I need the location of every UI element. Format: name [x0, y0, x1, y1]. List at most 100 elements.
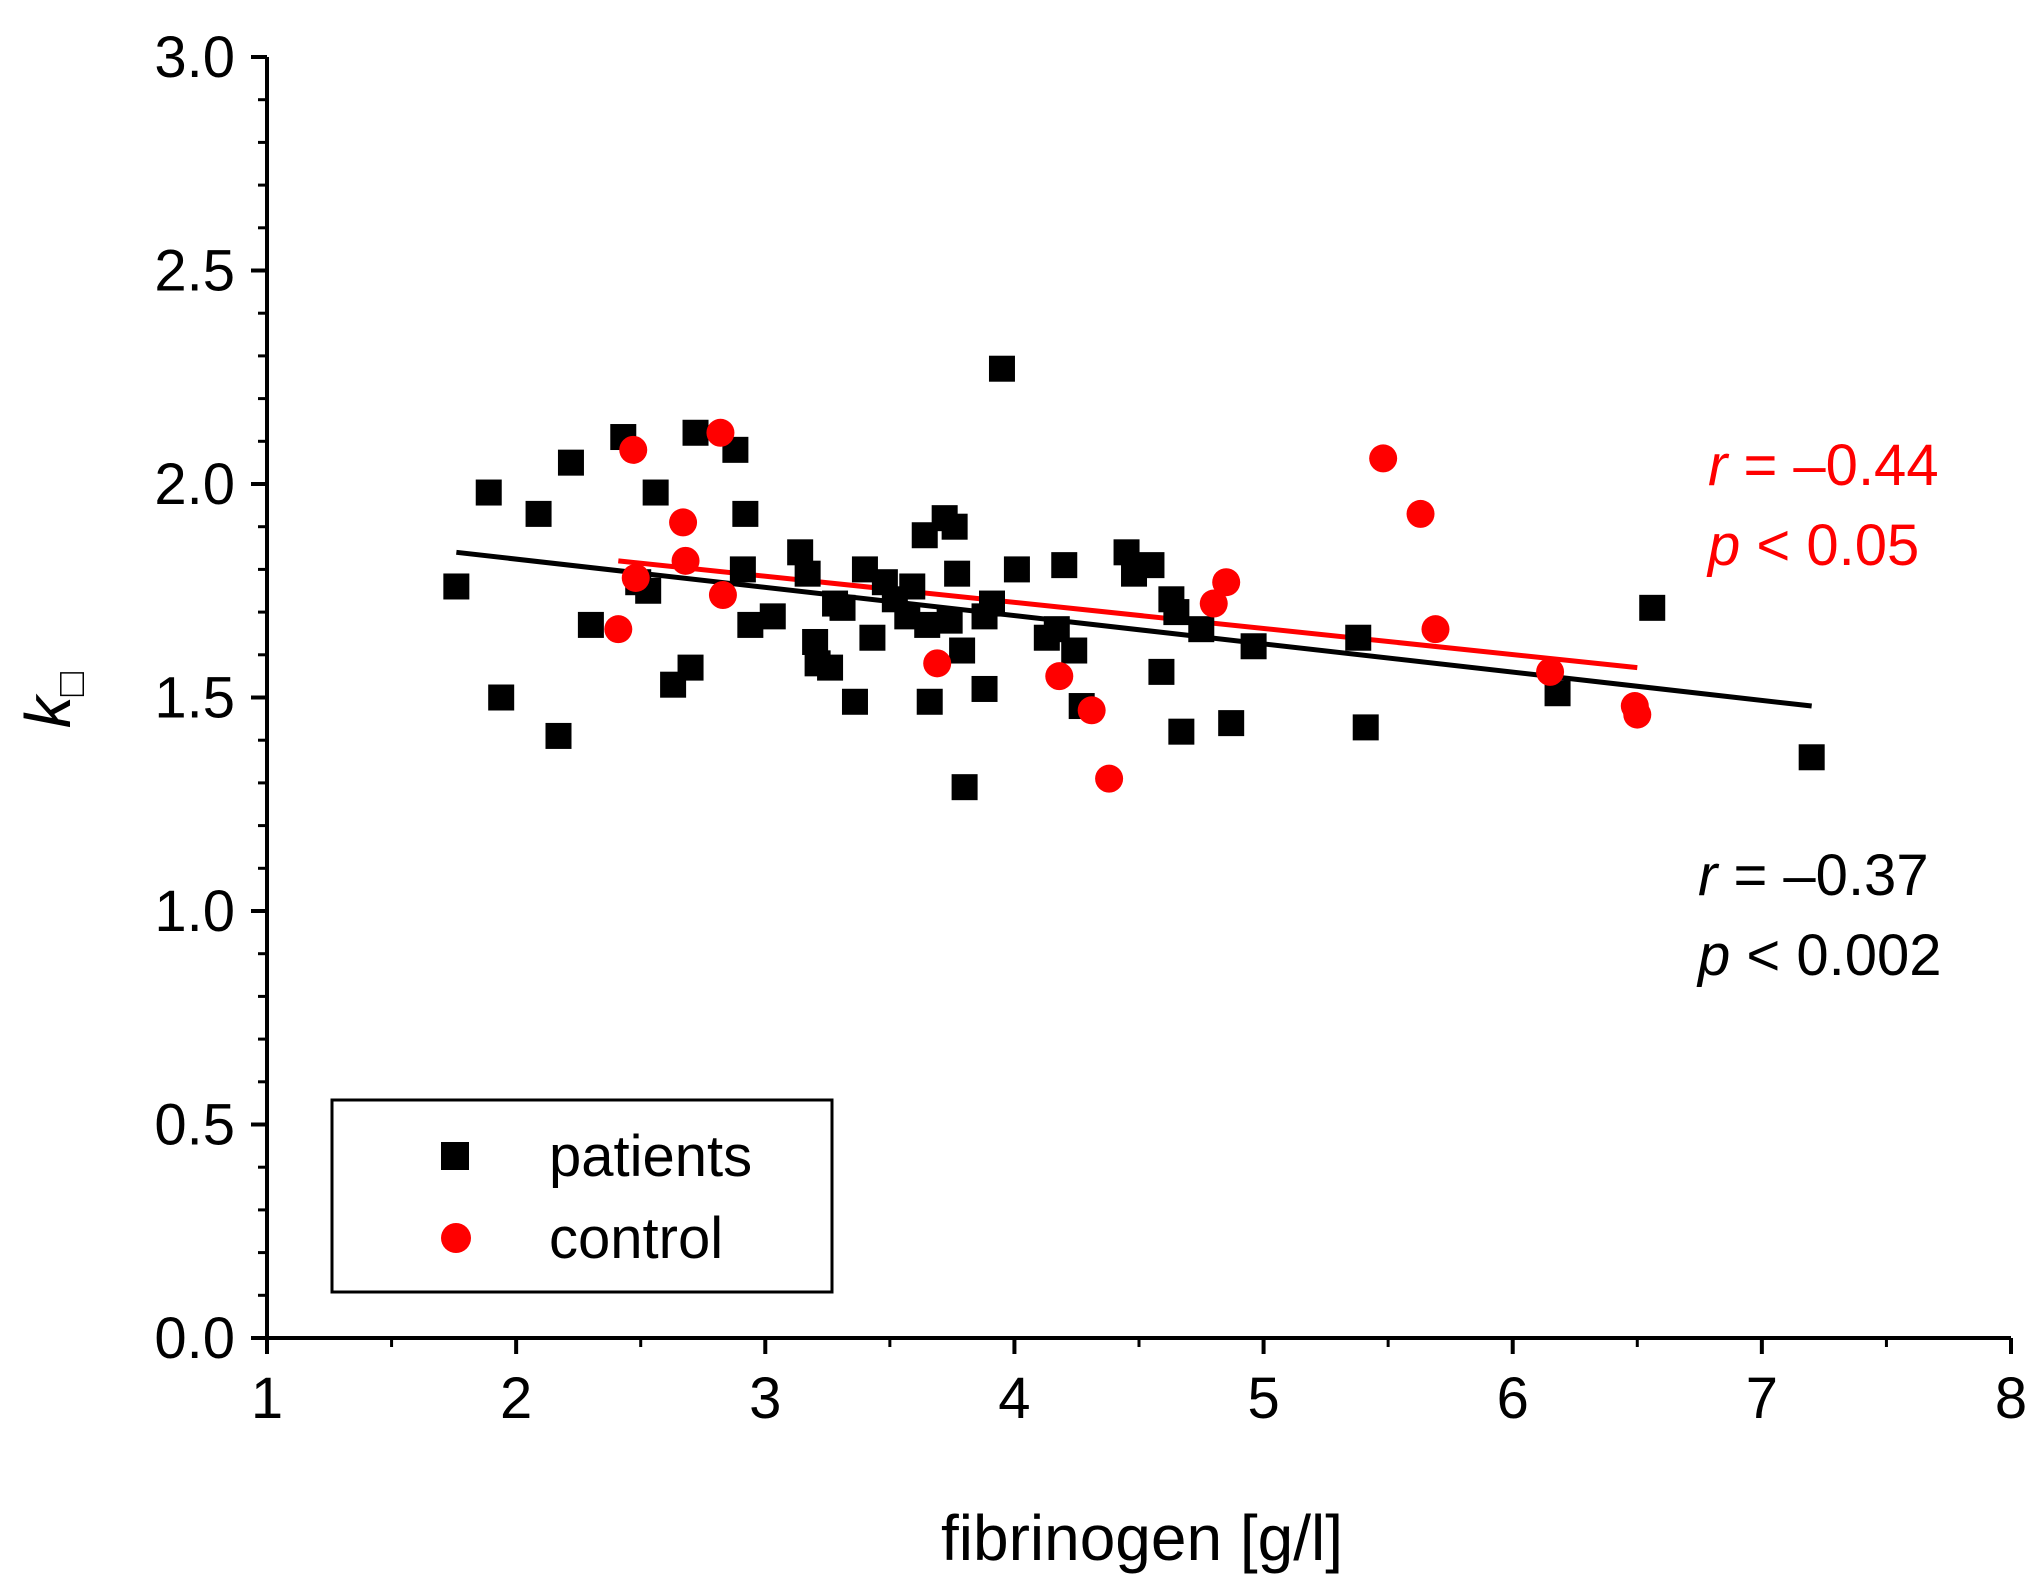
- control-point: [1045, 662, 1074, 691]
- legend-marker-patients: [441, 1142, 469, 1170]
- patients-point: [1798, 744, 1825, 771]
- patients-point: [488, 684, 515, 711]
- y-axis-title-subscript: □: [49, 672, 93, 696]
- y-tick-label: 1.0: [154, 879, 235, 944]
- legend: patients control: [330, 1098, 834, 1294]
- fit-lines: [456, 549, 1812, 709]
- control-point: [621, 563, 650, 592]
- patients-point: [1188, 616, 1215, 643]
- x-tick-label: 8: [1995, 1366, 2027, 1431]
- data-points: [443, 355, 1825, 801]
- control-point: [1369, 444, 1398, 473]
- patients-point: [1051, 552, 1078, 579]
- x-tick-label: 7: [1746, 1366, 1778, 1431]
- patients-point: [1352, 714, 1379, 741]
- patients-point: [577, 611, 604, 638]
- x-axis-ticks: 1 2 3 4 5 6 7 8: [251, 1338, 2027, 1431]
- y-axis-title: k□: [12, 672, 93, 728]
- control-point: [1536, 657, 1565, 686]
- patients-point: [944, 560, 971, 587]
- correlation-annotations: r = –0.44 p < 0.05 r = –0.37 p < 0.002: [1696, 433, 1942, 988]
- control-point: [1212, 568, 1241, 597]
- patients-point: [642, 479, 669, 506]
- control-fit-line: [618, 558, 1638, 671]
- patients-point: [1639, 594, 1666, 621]
- y-tick-label: 3.0: [154, 25, 235, 90]
- patients-point: [1148, 658, 1175, 685]
- control-point: [604, 615, 633, 644]
- x-tick-label: 2: [500, 1366, 532, 1431]
- x-tick-label: 5: [1247, 1366, 1279, 1431]
- control-point: [706, 418, 735, 447]
- patients-point: [682, 419, 709, 446]
- control-point: [923, 649, 952, 678]
- legend-marker-control: [441, 1223, 471, 1253]
- legend-box: [330, 1098, 834, 1294]
- control-point: [1406, 499, 1435, 528]
- x-tick-label: 6: [1497, 1366, 1529, 1431]
- patients-point: [951, 774, 978, 801]
- control-point: [708, 581, 737, 610]
- patients-point: [545, 722, 572, 749]
- patients-point: [677, 654, 704, 681]
- patients-point: [525, 500, 552, 527]
- patients-fit-line: [456, 549, 1812, 709]
- patients-point: [737, 611, 764, 638]
- patients-point: [949, 637, 976, 664]
- patients-r-annotation: r = –0.37: [1698, 843, 1929, 908]
- control-point: [1077, 696, 1106, 725]
- control-point: [1623, 700, 1652, 729]
- control-point: [619, 435, 648, 464]
- patients-point: [979, 590, 1006, 617]
- patients-point: [841, 688, 868, 715]
- control-point: [669, 508, 698, 537]
- patients-point: [1218, 710, 1245, 737]
- patients-point: [817, 654, 844, 681]
- patients-point: [936, 607, 963, 634]
- y-axis-title-main: k: [12, 693, 84, 728]
- patients-point: [794, 560, 821, 587]
- legend-label-control: control: [549, 1206, 723, 1271]
- patients-point: [443, 573, 470, 600]
- patients-p-annotation: p < 0.002: [1696, 923, 1942, 988]
- control-point: [671, 546, 700, 575]
- x-tick-label: 3: [749, 1366, 781, 1431]
- patients-point: [1003, 556, 1030, 583]
- patients-point: [732, 500, 759, 527]
- control-point: [1199, 589, 1228, 618]
- patients-point: [1240, 633, 1267, 660]
- patients-point: [829, 594, 856, 621]
- patients-point: [899, 573, 926, 600]
- patients-point: [971, 675, 998, 702]
- patients-point: [941, 513, 968, 540]
- y-tick-label: 2.5: [154, 239, 235, 304]
- patients-point: [1345, 624, 1372, 651]
- patients-point: [1061, 637, 1088, 664]
- control-p-annotation: p < 0.05: [1706, 513, 1919, 578]
- y-tick-label: 0.5: [154, 1093, 235, 1158]
- y-tick-label: 2.0: [154, 452, 235, 517]
- control-point: [1095, 764, 1124, 793]
- patients-point: [914, 611, 941, 638]
- patients-point: [475, 479, 502, 506]
- patients-point: [1168, 718, 1195, 745]
- y-axis-ticks: 0.0 0.5 1.0 1.5 2.0 2.5 3.0: [154, 25, 267, 1371]
- y-tick-label: 0.0: [154, 1306, 235, 1371]
- legend-label-patients: patients: [549, 1124, 752, 1189]
- control-point: [1421, 615, 1450, 644]
- svg-text:k□: k□: [12, 672, 93, 728]
- patients-point: [1138, 552, 1165, 579]
- patients-point: [759, 603, 786, 630]
- patients-point: [729, 556, 756, 583]
- control-r-annotation: r = –0.44: [1708, 433, 1939, 498]
- y-tick-label: 1.5: [154, 666, 235, 731]
- axes: 1 2 3 4 5 6 7 8 0.0 0.5 1.0 1.5 2.0 2.5 3.0: [154, 25, 2027, 1431]
- patients-point: [859, 624, 886, 651]
- x-tick-label: 4: [998, 1366, 1030, 1431]
- patients-point: [557, 449, 584, 476]
- x-tick-label: 1: [251, 1366, 283, 1431]
- patients-point: [988, 355, 1015, 382]
- x-axis-title: fibrinogen [g/l]: [941, 1502, 1343, 1574]
